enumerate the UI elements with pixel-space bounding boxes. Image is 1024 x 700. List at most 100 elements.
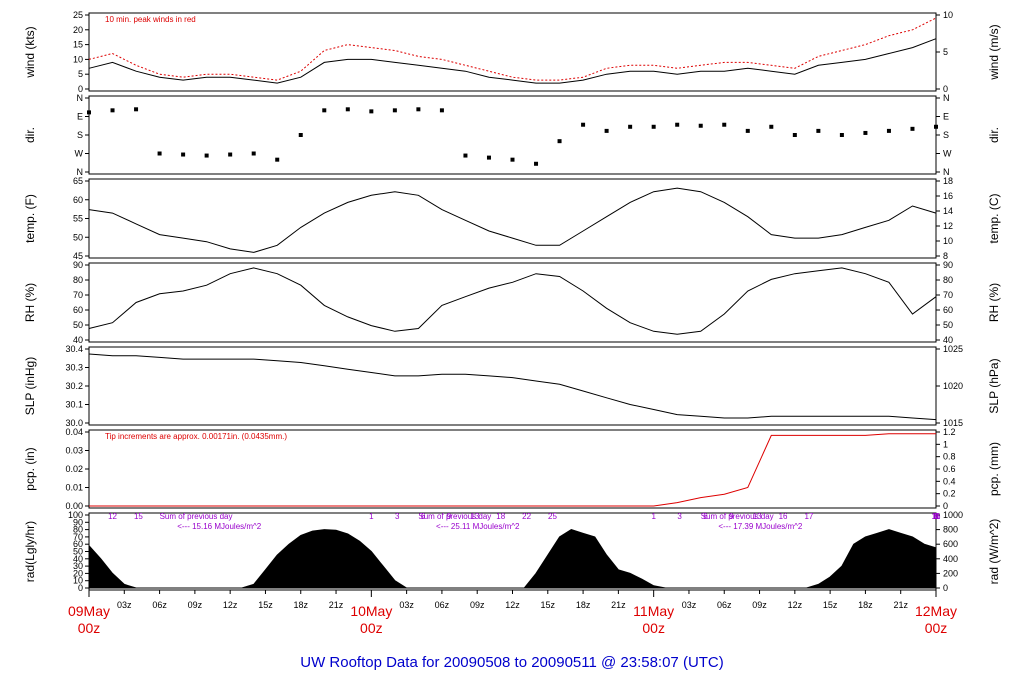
direction-point bbox=[110, 108, 115, 113]
radiation-hour-mark: 9 bbox=[447, 512, 452, 521]
x-day-date-label: 11May bbox=[633, 603, 674, 619]
direction-right-tick-label: N bbox=[943, 93, 950, 103]
temperature-left-tick-label: 60 bbox=[73, 195, 83, 205]
direction-point bbox=[910, 126, 915, 131]
humidity-frame bbox=[88, 262, 937, 343]
radiation-sum-line2: <--- 15.16 MJoules/m^2 bbox=[177, 522, 262, 531]
wind-ylabel-left: wind (kts) bbox=[23, 26, 37, 78]
radiation-ylabel-right: rad (W/m^2) bbox=[987, 519, 1001, 585]
radiation-hour-mark: 6 bbox=[934, 512, 939, 521]
temperature-right-tick-label: 8 bbox=[943, 251, 948, 261]
radiation-right-tick-label: 1000 bbox=[943, 510, 963, 520]
direction-point bbox=[439, 108, 444, 113]
humidity-right-tick-label: 70 bbox=[943, 290, 953, 300]
direction-point bbox=[628, 124, 633, 129]
humidity-right-tick-label: 50 bbox=[943, 320, 953, 330]
x-hour-tick-label: 09z bbox=[470, 600, 485, 610]
footer-title: UW Rooftop Data for 20090508 to 20090511… bbox=[300, 654, 724, 671]
x-day-date-label: 09May bbox=[68, 603, 110, 619]
pressure-left-tick-label: 30.3 bbox=[65, 363, 83, 373]
radiation-sum-line1: Sum of previous day bbox=[418, 512, 491, 521]
wind-left-tick-label: 25 bbox=[73, 10, 83, 20]
wind-left-tick-label: 15 bbox=[73, 40, 83, 50]
x-hour-tick-label: 12z bbox=[505, 600, 520, 610]
temperature-right-tick-label: 14 bbox=[943, 206, 953, 216]
radiation-hour-mark: 12 bbox=[108, 512, 117, 521]
direction-right-tick-label: W bbox=[943, 149, 952, 159]
x-day-date-label: 12May bbox=[915, 603, 957, 619]
radiation-hour-mark: 1 bbox=[651, 512, 656, 521]
temperature-ylabel-left: temp. (F) bbox=[23, 194, 37, 243]
pressure-left-tick-label: 30.2 bbox=[65, 381, 83, 391]
x-day-hour-label: 00z bbox=[360, 620, 383, 636]
direction-point bbox=[298, 133, 303, 137]
wind-left-tick-label: 0 bbox=[78, 84, 83, 94]
x-hour-tick-label: 03z bbox=[399, 600, 414, 610]
precipitation-left-tick-label: 0.03 bbox=[65, 446, 83, 456]
temperature-series-line bbox=[88, 187, 937, 253]
direction-point bbox=[510, 157, 515, 162]
direction-point bbox=[839, 133, 844, 137]
precipitation-right-tick-label: 1.2 bbox=[943, 427, 956, 437]
wind-ylabel-right: wind (m/s) bbox=[987, 24, 1001, 80]
direction-point bbox=[886, 128, 891, 133]
x-hour-tick-label: 06z bbox=[152, 600, 167, 610]
temperature-left-tick-label: 55 bbox=[73, 214, 83, 224]
precipitation-right-tick-label: 1 bbox=[943, 439, 948, 449]
direction-point bbox=[463, 153, 468, 158]
radiation-left-tick-label: 90 bbox=[73, 517, 83, 527]
wind-annotation: 10 min. peak winds in red bbox=[105, 15, 196, 24]
direction-left-tick-label: N bbox=[77, 167, 84, 177]
wind-right-tick-label: 10 bbox=[943, 10, 953, 20]
temperature-left-tick-label: 65 bbox=[73, 176, 83, 186]
radiation-hour-mark: 9 bbox=[729, 512, 734, 521]
radiation-hour-mark: 6 bbox=[703, 512, 708, 521]
x-axis: 03z 06z 09z 12z 15z 18z 21z 03z 06z 09z 12z 15z 18z 2… bbox=[68, 590, 957, 636]
humidity-right-tick-label: 90 bbox=[943, 260, 953, 270]
humidity-left-tick-label: 50 bbox=[73, 320, 83, 330]
direction-right-tick-label: S bbox=[943, 130, 949, 140]
humidity-ylabel-left: RH (%) bbox=[23, 283, 37, 322]
radiation-hour-mark: 16 bbox=[932, 512, 941, 521]
direction-point bbox=[722, 122, 727, 127]
direction-point bbox=[486, 155, 491, 160]
humidity-left-tick-label: 70 bbox=[73, 290, 83, 300]
radiation-hour-mark: 16 bbox=[779, 512, 788, 521]
precipitation-series-line bbox=[89, 433, 936, 507]
x-hour-tick-label: 21z bbox=[611, 600, 626, 610]
panel-wind: wind (kts) wind (m/s) 0 5 10 15 20 25 0 5 10 10 min… bbox=[23, 10, 1001, 94]
radiation-right-tick-label: 0 bbox=[943, 583, 948, 593]
radiation-hour-mark: 1 bbox=[934, 512, 939, 521]
radiation-left-tick-label: 10 bbox=[73, 576, 83, 586]
radiation-hour-mark: 18 bbox=[496, 512, 505, 521]
radiation-left-tick-label: 20 bbox=[73, 568, 83, 578]
humidity-series-line bbox=[88, 267, 937, 335]
direction-point bbox=[87, 110, 91, 115]
x-hour-tick-label: 06z bbox=[435, 600, 450, 610]
direction-point bbox=[934, 124, 938, 129]
radiation-left-tick-label: 30 bbox=[73, 561, 83, 571]
x-day-hour-label: 00z bbox=[78, 620, 101, 636]
wind-left-tick-label: 10 bbox=[73, 54, 83, 64]
radiation-hour-mark: 1 bbox=[369, 512, 374, 521]
panel-temperature: temp. (F) temp. (C) 45 50 55 60 65 8 10 12 14 16 18 bbox=[23, 176, 1001, 261]
radiation-hour-mark: 13 bbox=[753, 512, 762, 521]
direction-point bbox=[322, 108, 327, 113]
direction-point bbox=[416, 107, 421, 112]
x-hour-tick-label: 06z bbox=[717, 600, 732, 610]
direction-frame bbox=[88, 95, 937, 175]
radiation-hour-mark: 22 bbox=[522, 512, 531, 521]
direction-point bbox=[134, 107, 139, 112]
direction-point bbox=[345, 107, 350, 112]
x-day-hour-label: 00z bbox=[925, 620, 948, 636]
x-hour-tick-label: 09z bbox=[188, 600, 203, 610]
direction-left-tick-label: W bbox=[75, 149, 84, 159]
wind-right-tick-label: 0 bbox=[943, 84, 948, 94]
wind-series-line bbox=[88, 17, 937, 81]
radiation-right-tick-label: 600 bbox=[943, 539, 958, 549]
temperature-frame bbox=[88, 178, 937, 259]
pressure-left-tick-label: 30.0 bbox=[65, 418, 83, 428]
radiation-left-tick-label: 100 bbox=[68, 510, 83, 520]
